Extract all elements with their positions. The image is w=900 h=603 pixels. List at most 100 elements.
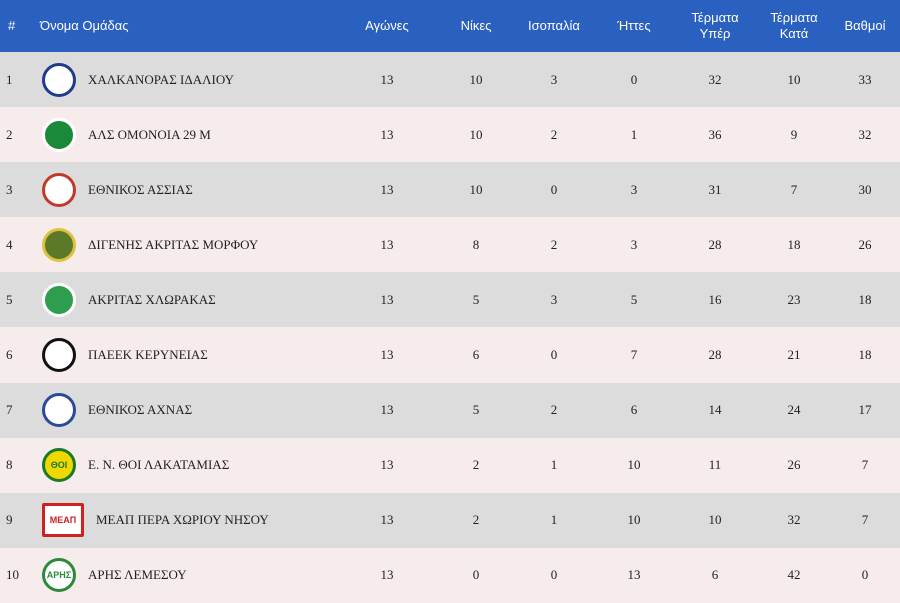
header-played[interactable]: Αγώνες bbox=[365, 18, 409, 33]
played-cell: 13 bbox=[380, 236, 394, 252]
team-name[interactable]: ΑΚΡΙΤΑΣ ΧΛΩΡΑΚΑΣ bbox=[88, 291, 216, 307]
team-info[interactable]: ΘΟΙ Ε. Ν. ΘΟΙ ΛΑΚΑΤΑΜΙΑΣ bbox=[34, 448, 334, 483]
team-info[interactable]: ΑΛΣ ΟΜΟΝΟΙΑ 29 Μ bbox=[34, 117, 334, 152]
table-row[interactable]: 9 ΜΕΑΠ ΜΕΑΠ ΠΕΡΑ ΧΩΡΙΟΥ ΝΗΣΟΥ 13 2 1 10 10 32 7 bbox=[0, 492, 900, 548]
rank-cell: 8 bbox=[6, 457, 13, 473]
team-name[interactable]: ΑΛΣ ΟΜΟΝΟΙΑ 29 Μ bbox=[88, 126, 211, 142]
header-losses[interactable]: Ήττες bbox=[617, 18, 651, 33]
draws-cell: 1 bbox=[550, 457, 558, 473]
team-logo-text: ΑΡΗΣ bbox=[46, 570, 72, 581]
losses-cell: 1 bbox=[630, 126, 638, 142]
played-cell: 13 bbox=[380, 457, 394, 473]
team-name[interactable]: ΠΑΕΕΚ ΚΕΡΥΝΕΙΑΣ bbox=[88, 347, 208, 363]
wins-cell: 0 bbox=[472, 567, 480, 583]
points-cell: 17 bbox=[858, 402, 872, 418]
team-info[interactable]: ΠΑΕΕΚ ΚΕΡΥΝΕΙΑΣ bbox=[34, 338, 334, 373]
points-cell: 26 bbox=[858, 236, 872, 252]
draws-cell: 0 bbox=[550, 181, 558, 197]
team-logo-icon bbox=[42, 393, 76, 428]
team-info[interactable]: ΧΑΛΚΑΝΟΡΑΣ ΙΔΑΛΙΟΥ bbox=[34, 62, 334, 97]
header-team-name[interactable]: Όνομα Ομάδας bbox=[40, 18, 129, 33]
points-cell: 18 bbox=[858, 291, 872, 307]
rank-cell: 9 bbox=[6, 512, 13, 528]
wins-cell: 5 bbox=[472, 402, 480, 418]
team-logo-icon bbox=[42, 62, 76, 97]
played-cell: 13 bbox=[380, 181, 394, 197]
wins-cell: 10 bbox=[469, 71, 483, 87]
team-info[interactable]: ΑΚΡΙΤΑΣ ΧΛΩΡΑΚΑΣ bbox=[34, 282, 334, 317]
losses-cell: 0 bbox=[630, 71, 638, 87]
team-cell: ΔΙΓΕΝΗΣ ΑΚΡΙΤΑΣ ΜΟΡΦΟΥ bbox=[34, 217, 334, 272]
table-row[interactable]: 1 ΧΑΛΚΑΝΟΡΑΣ ΙΔΑΛΙΟΥ 13 10 3 0 32 10 33 bbox=[0, 52, 900, 108]
rank-cell: 2 bbox=[6, 126, 13, 142]
team-cell: ΕΘΝΙΚΟΣ ΑΧΝΑΣ bbox=[34, 383, 334, 438]
played-cell: 13 bbox=[380, 126, 394, 142]
team-name[interactable]: ΜΕΑΠ ΠΕΡΑ ΧΩΡΙΟΥ ΝΗΣΟΥ bbox=[96, 512, 269, 528]
team-info[interactable]: ΜΕΑΠ ΜΕΑΠ ΠΕΡΑ ΧΩΡΙΟΥ ΝΗΣΟΥ bbox=[34, 503, 334, 538]
played-cell: 13 bbox=[380, 291, 394, 307]
team-logo-icon: ΘΟΙ bbox=[42, 448, 76, 483]
draws-cell: 3 bbox=[550, 71, 558, 87]
header-goals-for[interactable]: Τέρματα Υπέρ bbox=[672, 0, 758, 52]
goals-against-cell: 21 bbox=[787, 347, 801, 363]
table-row[interactable]: 2 ΑΛΣ ΟΜΟΝΟΙΑ 29 Μ 13 10 2 1 36 9 32 bbox=[0, 107, 900, 163]
table-row[interactable]: 6 ΠΑΕΕΚ ΚΕΡΥΝΕΙΑΣ 13 6 0 7 28 21 18 bbox=[0, 327, 900, 383]
draws-cell: 2 bbox=[550, 236, 558, 252]
goals-for-cell: 10 bbox=[708, 512, 722, 528]
team-cell: ΧΑΛΚΑΝΟΡΑΣ ΙΔΑΛΙΟΥ bbox=[34, 52, 334, 107]
header-points[interactable]: Βαθμοί bbox=[844, 18, 886, 33]
played-cell: 13 bbox=[380, 347, 394, 363]
draws-cell: 0 bbox=[550, 567, 558, 583]
team-info[interactable]: ΑΡΗΣ ΑΡΗΣ ΛΕΜΕΣΟΥ bbox=[34, 558, 334, 593]
team-name[interactable]: ΔΙΓΕΝΗΣ ΑΚΡΙΤΑΣ ΜΟΡΦΟΥ bbox=[88, 236, 259, 252]
header-goals-against[interactable]: Τέρματα Κατά bbox=[758, 0, 830, 52]
points-cell: 0 bbox=[861, 567, 869, 583]
rank-cell: 10 bbox=[6, 567, 19, 583]
goals-against-cell: 23 bbox=[787, 291, 801, 307]
losses-cell: 10 bbox=[627, 512, 641, 528]
goals-against-cell: 32 bbox=[787, 512, 801, 528]
draws-cell: 2 bbox=[550, 402, 558, 418]
team-name[interactable]: ΕΘΝΙΚΟΣ ΑΣΣΙΑΣ bbox=[88, 181, 193, 197]
team-logo-text: ΜΕΑΠ bbox=[49, 515, 77, 526]
header-rank[interactable]: # bbox=[8, 18, 16, 33]
points-cell: 7 bbox=[861, 512, 869, 528]
team-name[interactable]: ΧΑΛΚΑΝΟΡΑΣ ΙΔΑΛΙΟΥ bbox=[88, 71, 234, 87]
team-info[interactable]: ΕΘΝΙΚΟΣ ΑΣΣΙΑΣ bbox=[34, 172, 334, 207]
played-cell: 13 bbox=[380, 402, 394, 418]
rank-cell: 5 bbox=[6, 291, 13, 307]
header-wins[interactable]: Νίκες bbox=[460, 18, 492, 33]
standings-body: 1 ΧΑΛΚΑΝΟΡΑΣ ΙΔΑΛΙΟΥ 13 10 3 0 32 10 33 2 ΑΛΣ ΟΜΟΝ… bbox=[0, 52, 900, 603]
team-cell: ΘΟΙ Ε. Ν. ΘΟΙ ΛΑΚΑΤΑΜΙΑΣ bbox=[34, 438, 334, 493]
points-cell: 32 bbox=[858, 126, 872, 142]
table-header-row: # Όνομα Ομάδας Αγώνες Νίκες Ισοπαλία Ήττ… bbox=[0, 0, 900, 52]
team-info[interactable]: ΔΙΓΕΝΗΣ ΑΚΡΙΤΑΣ ΜΟΡΦΟΥ bbox=[34, 227, 334, 262]
wins-cell: 2 bbox=[472, 457, 480, 473]
goals-for-cell: 28 bbox=[708, 236, 722, 252]
points-cell: 7 bbox=[861, 457, 869, 473]
goals-for-cell: 28 bbox=[708, 347, 722, 363]
draws-cell: 1 bbox=[550, 512, 558, 528]
points-cell: 33 bbox=[858, 71, 872, 87]
table-row[interactable]: 10 ΑΡΗΣ ΑΡΗΣ ΛΕΜΕΣΟΥ 13 0 0 13 6 42 0 bbox=[0, 547, 900, 603]
team-name[interactable]: ΑΡΗΣ ΛΕΜΕΣΟΥ bbox=[88, 567, 187, 583]
played-cell: 13 bbox=[380, 512, 394, 528]
team-name[interactable]: Ε. Ν. ΘΟΙ ΛΑΚΑΤΑΜΙΑΣ bbox=[88, 457, 230, 473]
header-draws[interactable]: Ισοπαλία bbox=[528, 18, 580, 33]
table-row[interactable]: 8 ΘΟΙ Ε. Ν. ΘΟΙ ΛΑΚΑΤΑΜΙΑΣ 13 2 1 10 11 26 7 bbox=[0, 437, 900, 493]
table-row[interactable]: 4 ΔΙΓΕΝΗΣ ΑΚΡΙΤΑΣ ΜΟΡΦΟΥ 13 8 2 3 28 18 26 bbox=[0, 217, 900, 273]
table-row[interactable]: 3 ΕΘΝΙΚΟΣ ΑΣΣΙΑΣ 13 10 0 3 31 7 30 bbox=[0, 162, 900, 218]
team-info[interactable]: ΕΘΝΙΚΟΣ ΑΧΝΑΣ bbox=[34, 393, 334, 428]
team-logo-icon bbox=[42, 117, 76, 152]
team-cell: ΜΕΑΠ ΜΕΑΠ ΠΕΡΑ ΧΩΡΙΟΥ ΝΗΣΟΥ bbox=[34, 493, 334, 548]
losses-cell: 3 bbox=[630, 236, 638, 252]
team-name[interactable]: ΕΘΝΙΚΟΣ ΑΧΝΑΣ bbox=[88, 402, 193, 418]
losses-cell: 7 bbox=[630, 347, 638, 363]
team-logo-icon: ΑΡΗΣ bbox=[42, 558, 76, 593]
table-row[interactable]: 7 ΕΘΝΙΚΟΣ ΑΧΝΑΣ 13 5 2 6 14 24 17 bbox=[0, 382, 900, 438]
team-cell: ΠΑΕΕΚ ΚΕΡΥΝΕΙΑΣ bbox=[34, 327, 334, 382]
points-cell: 18 bbox=[858, 347, 872, 363]
played-cell: 13 bbox=[380, 71, 394, 87]
table-row[interactable]: 5 ΑΚΡΙΤΑΣ ΧΛΩΡΑΚΑΣ 13 5 3 5 16 23 18 bbox=[0, 272, 900, 328]
draws-cell: 0 bbox=[550, 347, 558, 363]
